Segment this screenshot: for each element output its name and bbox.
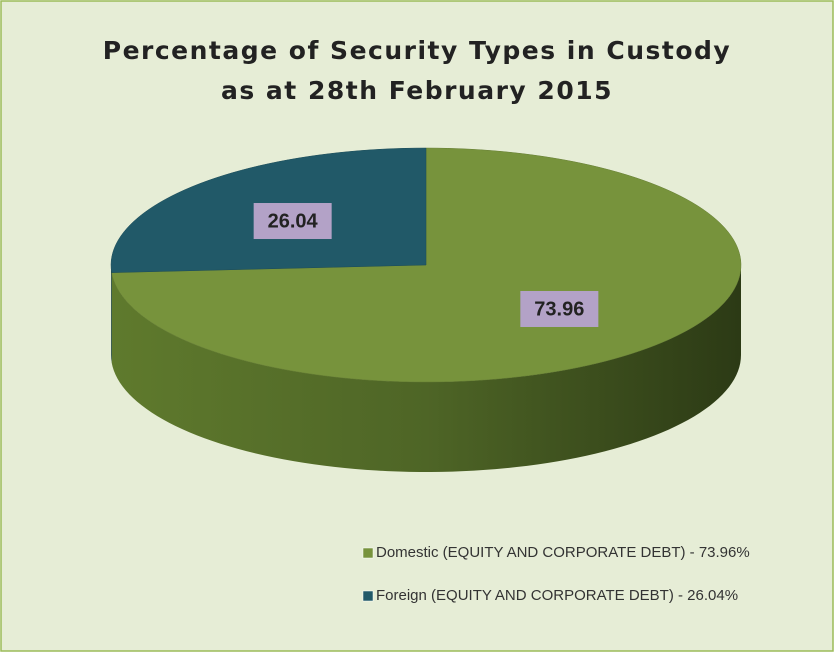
chart-title: Percentage of Security Types in Custody: [103, 36, 731, 65]
data-label: 73.96: [534, 298, 584, 320]
data-label-box: [520, 290, 599, 327]
slice-side: [111, 265, 741, 472]
legend-label: Foreign (EQUITY AND CORPORATE DEBT) - 26…: [376, 587, 738, 604]
data-label: 26.04: [268, 210, 319, 232]
legend-swatch: [362, 547, 374, 559]
data-label-box: [253, 203, 332, 240]
slice-side: [111, 265, 112, 363]
legend-swatch: [362, 590, 374, 602]
chart-title: as at 28th February 2015: [221, 76, 613, 105]
legend-label: Domestic (EQUITY AND CORPORATE DEBT) - 7…: [376, 544, 750, 561]
